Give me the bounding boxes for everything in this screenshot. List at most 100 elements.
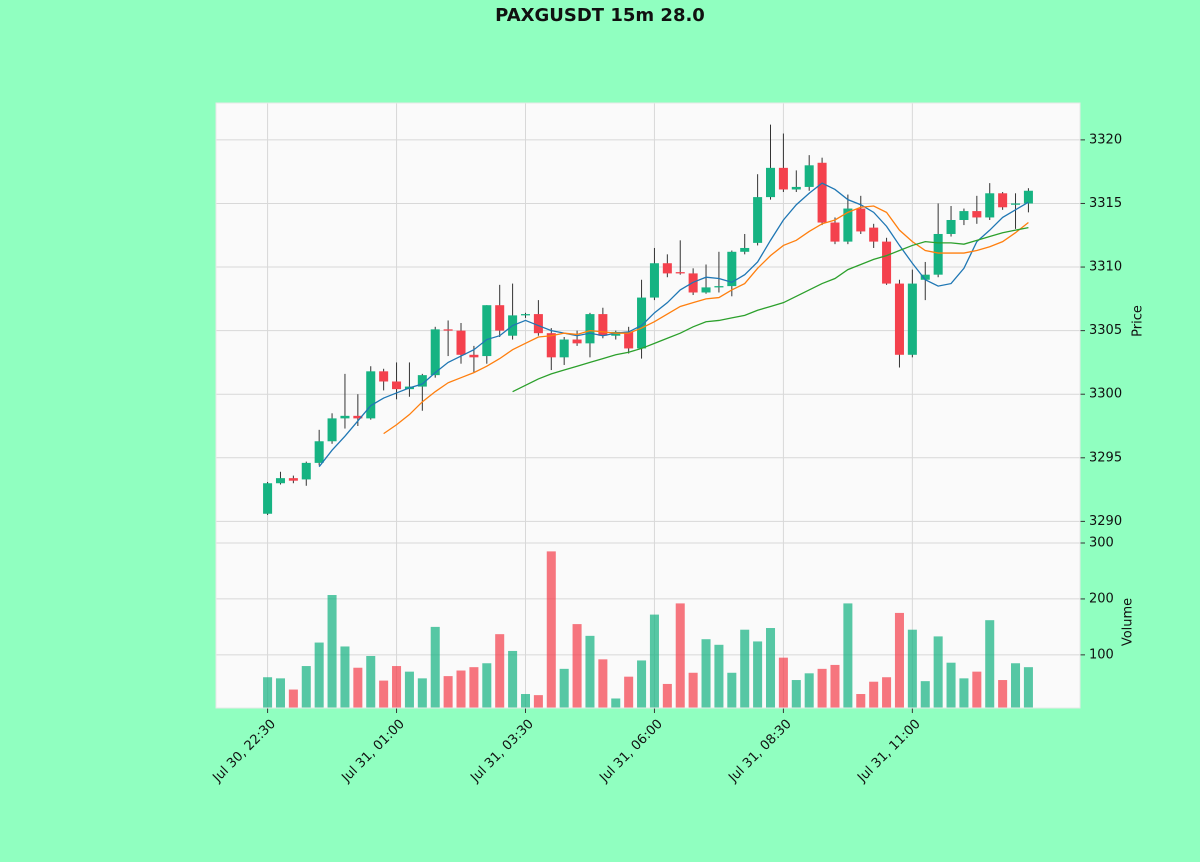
candle-body <box>959 211 969 220</box>
candle-body <box>830 222 840 242</box>
candle-body <box>843 208 853 242</box>
candle-body <box>727 251 737 287</box>
candle-body <box>443 329 453 331</box>
volume-bar <box>869 681 879 708</box>
candle-body <box>314 441 324 463</box>
candle-body <box>417 375 427 387</box>
x-tick-label: Jul 31, 06:00 <box>596 717 665 786</box>
volume-bar <box>894 612 904 708</box>
volume-bar <box>598 659 608 708</box>
volume-bar <box>520 694 531 708</box>
candle-body <box>366 371 376 419</box>
candle-body <box>701 287 711 293</box>
candle-body <box>675 272 685 274</box>
candle-body <box>559 339 569 358</box>
volume-bar <box>301 666 311 708</box>
candle-body <box>546 333 556 358</box>
volume-bar <box>366 655 376 708</box>
candle-body <box>533 314 543 334</box>
candle-body <box>598 314 608 336</box>
candle-body <box>907 283 917 355</box>
candle-body <box>301 462 311 480</box>
candle-body <box>340 415 350 419</box>
volume-bar <box>817 668 827 708</box>
candle-body <box>920 274 930 280</box>
volume-bar <box>946 662 956 708</box>
candle-body <box>778 167 788 190</box>
volume-bar <box>469 667 479 708</box>
y-tick-label: 3310 <box>1089 260 1122 275</box>
volume-bar <box>314 642 324 708</box>
volume-bar <box>959 678 969 708</box>
candle-body <box>456 330 466 355</box>
volume-bar <box>572 624 582 708</box>
candle-body <box>469 354 479 358</box>
volume-bar <box>456 670 466 708</box>
volume-bar <box>288 689 298 708</box>
price-panel <box>216 103 1080 543</box>
volume-bar <box>327 595 337 708</box>
volume-bar <box>791 680 801 708</box>
y-tick-label: 3300 <box>1089 387 1122 402</box>
volume-bar <box>856 694 866 708</box>
volume-bar <box>340 646 350 708</box>
candle-body <box>637 297 647 349</box>
candle-body <box>495 305 505 331</box>
volume-bar <box>624 676 634 708</box>
x-tick-label: Jul 31, 11:00 <box>854 717 923 786</box>
volume-bar <box>1011 663 1021 708</box>
volume-bar <box>379 680 389 708</box>
candle-body <box>753 197 763 243</box>
volume-bar <box>907 629 917 708</box>
candle-body <box>791 186 801 190</box>
candle-body <box>379 371 389 382</box>
volume-bar <box>662 683 672 708</box>
volume-bar <box>417 678 427 708</box>
volume-bar <box>482 663 492 708</box>
candle-body <box>662 263 672 274</box>
volume-bar <box>508 650 518 708</box>
volume-bar <box>882 677 892 708</box>
volume-bar <box>637 660 647 708</box>
panel-border <box>215 102 1081 709</box>
volume-bar <box>830 664 840 708</box>
moving-average-line <box>318 182 1029 468</box>
candle-body <box>430 329 440 376</box>
y-tick-label: 3315 <box>1089 196 1122 211</box>
volume-bar <box>778 657 788 708</box>
candle-body <box>482 305 492 357</box>
candle-body <box>392 381 402 390</box>
volume-bar <box>275 678 285 708</box>
volume-bar <box>740 629 750 708</box>
chart-title: PAXGUSDT 15m 28.0 <box>495 5 705 26</box>
y-tick-label: 3290 <box>1089 514 1122 529</box>
volume-bar <box>843 603 853 708</box>
candle-body <box>765 167 776 198</box>
candle-body <box>327 418 337 442</box>
candle-body <box>520 314 531 316</box>
y-tick-label: 3305 <box>1089 323 1122 338</box>
candle-body <box>572 339 582 344</box>
volume-bar <box>585 635 595 708</box>
x-tick-label: Jul 31, 03:30 <box>467 717 536 786</box>
candle-body <box>353 415 363 419</box>
moving-average-line <box>512 226 1029 393</box>
moving-average-line <box>383 205 1029 435</box>
volume-bar <box>714 644 724 708</box>
candle-body <box>714 286 724 288</box>
candle-body <box>869 227 879 242</box>
volume-bar <box>972 671 982 708</box>
x-tick-label: Jul 31, 08:30 <box>725 717 794 786</box>
candle-body <box>585 314 595 344</box>
volume-bar <box>392 666 402 708</box>
volume-bar <box>998 680 1008 708</box>
candle-body <box>804 165 814 187</box>
candle-body <box>263 483 273 514</box>
volume-bar <box>649 614 659 708</box>
volume-bar <box>1023 667 1033 708</box>
candle-body <box>882 241 892 284</box>
volume-bar <box>765 628 776 708</box>
candle-body <box>985 193 995 218</box>
candle-body <box>946 219 956 234</box>
